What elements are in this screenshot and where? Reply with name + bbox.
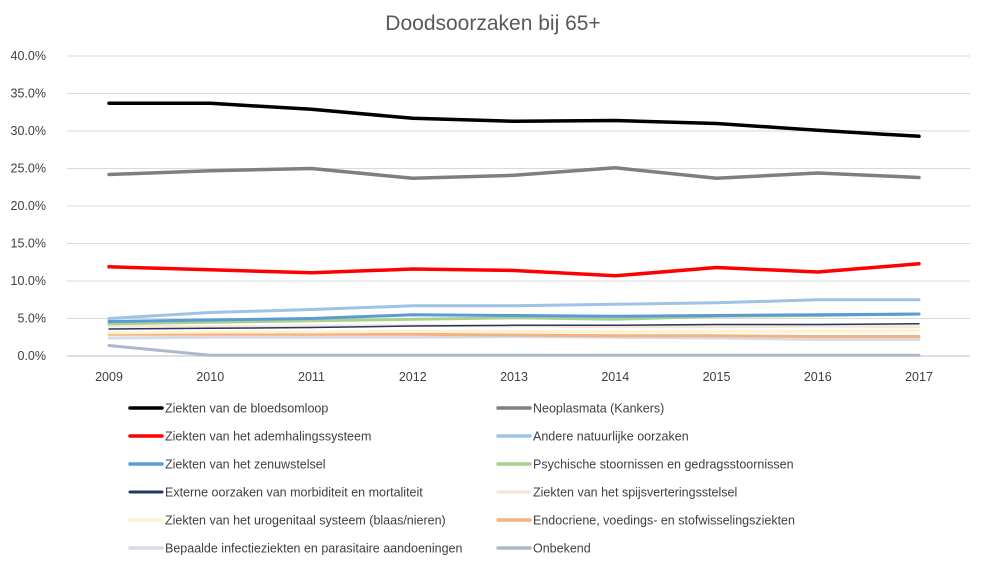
legend-label: Ziekten van het ademhalingssysteem: [165, 430, 371, 444]
legend-label: Psychische stoornissen en gedragsstoorni…: [533, 458, 794, 472]
x-tick-label: 2016: [804, 370, 832, 384]
x-tick-label: 2011: [298, 370, 325, 384]
x-tick-label: 2017: [905, 370, 933, 384]
x-tick-label: 2014: [601, 370, 629, 384]
chart-title: Doodsoorzaken bij 65+: [385, 12, 600, 35]
y-tick-label: 35.0%: [11, 87, 46, 101]
y-tick-label: 25.0%: [11, 162, 46, 176]
x-tick-label: 2009: [95, 370, 123, 384]
legend-label: Bepaalde infectieziekten en parasitaire …: [165, 542, 462, 556]
x-axis-tick-labels: 2009 2010 2011 2012 2013 2014 2015 2016 2017: [95, 370, 933, 384]
legend-label: Ziekten van de bloedsomloop: [165, 402, 328, 416]
grid: [67, 55, 970, 357]
legend-label: Ziekten van het spijsverteringsstelsel: [533, 486, 737, 500]
series-line: [108, 323, 920, 330]
series-line: [107, 312, 921, 323]
y-tick-label: 40.0%: [11, 49, 46, 63]
series-line: [107, 344, 921, 357]
x-tick-label: 2015: [703, 370, 731, 384]
legend-label: Onbekend: [533, 542, 591, 556]
series-line: [107, 262, 921, 278]
legend-label: Externe oorzaken van morbiditeit en mort…: [165, 486, 423, 500]
series-line: [107, 329, 921, 335]
legend-label: Ziekten van het zenuwstelsel: [165, 458, 326, 472]
series-line: [107, 166, 921, 181]
legend-label: Ziekten van het urogenitaal systeem (bla…: [165, 514, 446, 528]
series-line: [107, 332, 921, 338]
legend-label: Endocriene, voedings- en stofwisselingsz…: [533, 514, 795, 528]
y-tick-label: 0.0%: [18, 349, 47, 363]
y-axis-tick-labels: 0.0% 5.0% 10.0% 15.0% 20.0% 25.0% 30.0% 35.0% 40…: [11, 49, 46, 363]
legend: Ziekten van de bloedsomloop Neoplasmata (…: [128, 402, 795, 556]
y-tick-label: 20.0%: [11, 199, 46, 213]
x-tick-label: 2013: [500, 370, 528, 384]
y-tick-label: 30.0%: [11, 124, 46, 138]
y-tick-label: 10.0%: [11, 274, 46, 288]
y-tick-label: 15.0%: [11, 237, 46, 251]
legend-label: Neoplasmata (Kankers): [533, 402, 664, 416]
y-tick-label: 5.0%: [18, 312, 47, 326]
legend-label: Andere natuurlijke oorzaken: [533, 430, 689, 444]
series-line: [107, 101, 921, 139]
x-tick-label: 2010: [196, 370, 224, 384]
x-tick-label: 2012: [399, 370, 427, 384]
series-lines: [107, 101, 921, 357]
series-line: [107, 298, 921, 320]
